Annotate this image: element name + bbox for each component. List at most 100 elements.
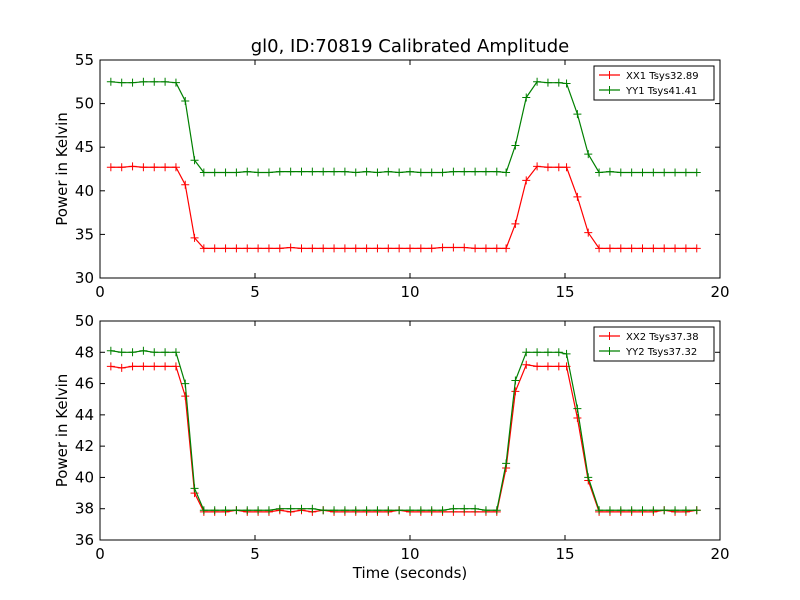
data-point-marker (511, 219, 520, 228)
data-point-marker (406, 244, 414, 253)
data-point-marker (275, 167, 284, 176)
data-point-marker (522, 348, 531, 357)
data-point-marker (210, 506, 219, 515)
data-point-marker (308, 504, 317, 513)
data-point-marker (181, 379, 190, 388)
data-point-marker (117, 78, 126, 87)
data-point-marker (492, 167, 501, 176)
data-point-marker (481, 167, 490, 176)
data-point-marker (199, 506, 208, 515)
data-point-marker (562, 163, 571, 172)
bottom-panel: 0 5 10 15 20 36 38 40 42 44 46 48 50 Power in Kelvin T… (53, 312, 730, 582)
data-point-marker (254, 168, 263, 177)
data-point-marker (199, 168, 208, 177)
data-point-marker (681, 244, 690, 253)
legend-marker (605, 347, 614, 355)
data-point-marker (297, 244, 306, 253)
data-point-marker (649, 506, 658, 515)
y-tick-label: 40 (75, 182, 94, 200)
data-point-marker (522, 176, 531, 185)
data-point-marker (161, 362, 170, 371)
data-point-marker (232, 244, 241, 253)
data-point-marker (139, 163, 148, 172)
legend-box (593, 65, 715, 101)
data-point-marker (210, 168, 219, 177)
data-point-marker (181, 180, 190, 189)
data-point-marker (340, 506, 349, 515)
data-point-marker (210, 244, 219, 253)
data-point-marker (139, 77, 148, 86)
data-point-marker (128, 78, 137, 87)
data-point-marker (128, 362, 137, 371)
data-point-marker (181, 392, 190, 401)
data-point-marker (150, 362, 159, 371)
data-point-marker (595, 506, 604, 515)
data-point-marker (573, 413, 582, 422)
data-point-marker (554, 78, 563, 87)
data-point-marker (511, 376, 520, 385)
data-point-marker (297, 167, 306, 176)
y-tick-label: 38 (75, 500, 94, 518)
data-point-marker (286, 504, 295, 513)
data-point-marker (362, 244, 371, 253)
data-point-marker (362, 506, 371, 515)
data-point-marker (605, 506, 614, 515)
data-point-marker (438, 243, 447, 252)
legend-entry: XX2 Tsys37.38 (626, 332, 699, 343)
data-point-marker (106, 163, 115, 172)
data-point-marker (297, 504, 306, 513)
data-point-marker (522, 93, 531, 102)
data-point-marker (595, 168, 604, 177)
legend-entry: XX1 Tsys32.89 (626, 71, 699, 82)
data-point-marker (471, 244, 480, 253)
data-point-marker (416, 168, 425, 177)
data-point-marker (254, 506, 263, 515)
data-point-marker (543, 163, 552, 172)
data-point-marker (308, 167, 317, 176)
data-point-marker (573, 404, 582, 413)
data-point-marker (243, 506, 252, 515)
data-point-marker (286, 167, 295, 176)
data-point-marker (511, 387, 520, 396)
data-point-marker (406, 506, 414, 515)
data-point-marker (692, 168, 701, 177)
data-point-marker (139, 346, 148, 355)
data-point-marker (533, 348, 542, 357)
y-tick-label: 50 (75, 312, 94, 330)
data-point-marker (171, 78, 180, 87)
data-point-marker (395, 506, 404, 515)
data-point-marker (232, 168, 241, 177)
data-point-marker (449, 167, 458, 176)
data-point-marker (340, 244, 349, 253)
data-point-marker (438, 168, 447, 177)
legend-marker (605, 332, 614, 340)
data-point-marker (221, 168, 230, 177)
data-point-marker (671, 168, 680, 177)
data-point-marker (533, 162, 542, 171)
x-tick-label: 0 (95, 283, 105, 301)
y-tick-label: 35 (75, 225, 94, 243)
data-point-marker (573, 110, 582, 119)
data-point-marker (502, 244, 511, 253)
data-point-marker (543, 78, 552, 87)
data-point-marker (221, 506, 230, 515)
legend-box (593, 326, 715, 362)
data-point-marker (460, 504, 469, 513)
data-point-marker (554, 348, 563, 357)
data-point-marker (492, 244, 501, 253)
legend-marker (605, 86, 614, 94)
chart-title: gl0, ID:70819 Calibrated Amplitude (251, 36, 570, 57)
x-tick-label: 10 (400, 283, 419, 301)
data-point-marker (471, 167, 480, 176)
data-point-marker (373, 506, 382, 515)
data-point-marker (340, 167, 349, 176)
data-point-marker (595, 244, 604, 253)
data-point-marker (692, 506, 701, 515)
x-tick-label: 10 (400, 545, 419, 563)
data-point-marker (243, 167, 252, 176)
data-point-marker (243, 244, 252, 253)
data-point-marker (660, 168, 669, 177)
data-point-marker (117, 348, 126, 357)
y-axis-label: Power in Kelvin (53, 112, 71, 226)
data-point-marker (171, 348, 180, 357)
